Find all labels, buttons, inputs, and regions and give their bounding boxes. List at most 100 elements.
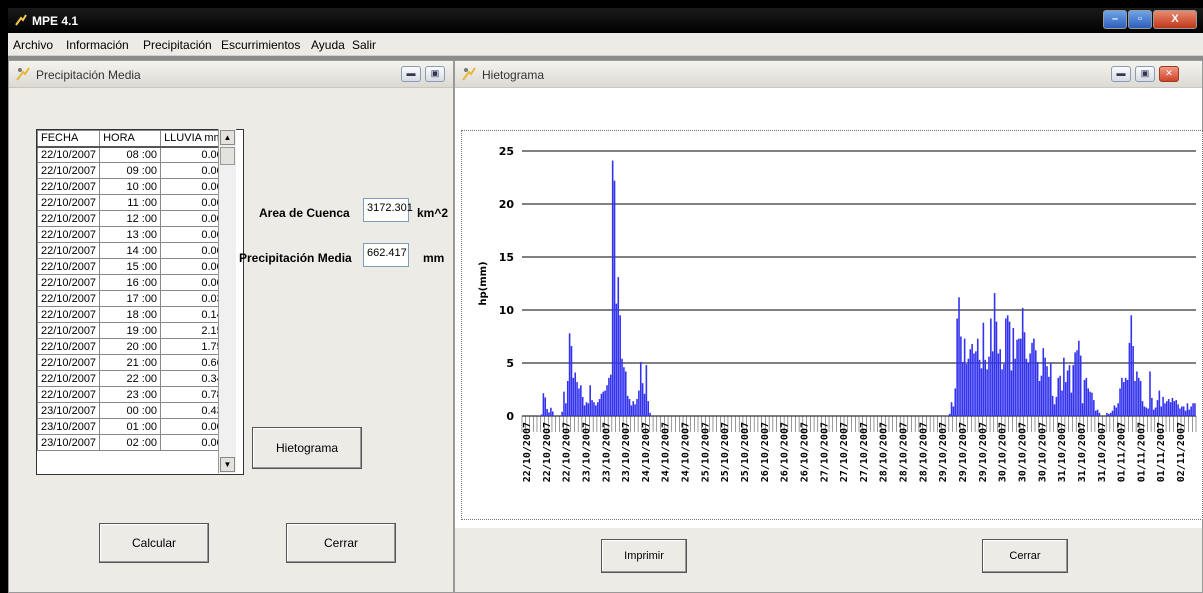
col-fecha[interactable]: FECHA <box>37 130 101 148</box>
table-row[interactable]: 22/10/2007 23 :00 0.78 <box>37 386 227 403</box>
bar <box>1108 413 1110 416</box>
bar <box>1014 358 1016 416</box>
y-tick-label: 0 <box>506 410 514 423</box>
bar <box>550 407 552 416</box>
table-row[interactable]: 22/10/2007 13 :00 0.00 <box>37 226 227 243</box>
menu-escurrimientos[interactable]: Escurrimientos <box>221 38 301 52</box>
minimize-button[interactable]: ▬ <box>401 66 421 82</box>
x-tick-label: 22/10/2007 <box>542 422 553 482</box>
x-tick-label: 25/10/2007 <box>720 422 731 482</box>
table-row[interactable]: 22/10/2007 20 :00 1.75 <box>37 338 227 355</box>
table-row[interactable]: 22/10/2007 22 :00 0.34 <box>37 370 227 387</box>
restore-button[interactable]: ▣ <box>425 66 445 82</box>
bar <box>1147 408 1149 416</box>
cell-hora: 20 :00 <box>99 338 162 355</box>
bar <box>1003 364 1005 416</box>
table-row[interactable]: 23/10/2007 01 :00 0.00 <box>37 418 227 435</box>
bar <box>1139 381 1142 416</box>
bar <box>563 391 565 416</box>
x-tick-label: 25/10/2007 <box>700 422 711 482</box>
table-row[interactable]: 22/10/2007 21 :00 0.66 <box>37 354 227 371</box>
table-row[interactable]: 22/10/2007 18 :00 0.14 <box>37 306 227 323</box>
x-tick-label: 31/10/2007 <box>1057 422 1068 482</box>
minimize-button[interactable]: – <box>1103 10 1127 29</box>
menu-informacion[interactable]: Información <box>66 38 129 52</box>
bar <box>1111 410 1114 416</box>
bar <box>639 361 642 416</box>
table-row[interactable]: 23/10/2007 00 :00 0.43 <box>37 402 227 419</box>
bar <box>1096 409 1099 416</box>
table-row[interactable]: 22/10/2007 09 :00 0.00 <box>37 162 227 179</box>
x-tick-label: 24/10/2007 <box>641 422 652 482</box>
bar <box>1194 403 1196 416</box>
bar <box>967 358 970 416</box>
table-row[interactable]: 22/10/2007 11 :00 0.00 <box>37 194 227 211</box>
cell-fecha: 22/10/2007 <box>37 290 101 307</box>
y-tick-label: 15 <box>499 251 514 264</box>
bar <box>1132 346 1134 416</box>
bar <box>1109 412 1112 416</box>
cell-hora: 23 :00 <box>99 386 162 403</box>
table-row[interactable]: 23/10/2007 02 :00 0.00 <box>37 434 227 451</box>
table-row[interactable]: 22/10/2007 12 :00 0.00 <box>37 210 227 227</box>
table-row[interactable]: 22/10/2007 17 :00 0.03 <box>37 290 227 307</box>
cerrar-button[interactable]: Cerrar <box>286 523 396 563</box>
menu-salir[interactable]: Salir <box>352 38 377 52</box>
bar <box>641 383 644 416</box>
close-icon[interactable]: ✕ <box>1159 66 1179 82</box>
area-field[interactable]: 3172.301 <box>363 198 413 222</box>
menu-ayuda[interactable]: Ayuda <box>311 38 345 52</box>
cell-lluvia: 0.00 <box>160 274 227 291</box>
bar <box>576 382 578 416</box>
bar <box>1081 403 1084 416</box>
minimize-button[interactable]: ▬ <box>1111 66 1131 82</box>
x-tick-label: 23/10/2007 <box>601 422 612 482</box>
scroll-up-icon[interactable]: ▲ <box>220 130 235 145</box>
close-button[interactable]: X <box>1153 10 1197 29</box>
maximize-button[interactable]: ▫ <box>1128 10 1152 29</box>
bar <box>572 377 575 416</box>
bar <box>986 369 988 416</box>
bar <box>1048 376 1050 416</box>
table-scrollbar[interactable]: ▲ ▼ <box>218 129 236 473</box>
maximize-button[interactable]: ▣ <box>1135 66 1155 82</box>
cell-lluvia: 0.78 <box>160 386 227 403</box>
bar <box>1053 404 1056 416</box>
hietograma-button[interactable]: Hietograma <box>252 427 362 469</box>
cell-fecha: 22/10/2007 <box>37 322 101 339</box>
bar <box>608 377 610 416</box>
app-icon <box>15 14 27 26</box>
table-row[interactable]: 22/10/2007 08 :00 0.00 <box>37 146 227 163</box>
bar <box>596 402 599 416</box>
bar <box>1117 403 1119 416</box>
precip-field[interactable]: 662.417 <box>363 243 409 267</box>
table-row[interactable]: 22/10/2007 16 :00 0.00 <box>37 274 227 291</box>
y-tick-label: 10 <box>499 304 515 317</box>
scroll-down-icon[interactable]: ▼ <box>220 457 235 472</box>
bar <box>1173 401 1176 416</box>
menu-precipitacion[interactable]: Precipitación <box>143 38 212 52</box>
scroll-thumb[interactable] <box>220 147 235 165</box>
bar <box>1156 400 1159 416</box>
table-row[interactable]: 22/10/2007 10 :00 0.00 <box>37 178 227 195</box>
calcular-button[interactable]: Calcular <box>99 523 209 563</box>
mdi-area: Precipitación Media ▬ ▣ FECHA HORA LLUVI… <box>8 56 1203 593</box>
bar <box>1098 412 1101 416</box>
bar <box>568 333 571 416</box>
bar <box>623 367 625 416</box>
bar <box>1034 350 1037 416</box>
table-row[interactable]: 22/10/2007 15 :00 0.00 <box>37 258 227 275</box>
table-row[interactable]: 22/10/2007 19 :00 2.15 <box>37 322 227 339</box>
precipitacion-window: Precipitación Media ▬ ▣ FECHA HORA LLUVI… <box>8 60 454 593</box>
menu-archivo[interactable]: Archivo <box>13 38 54 52</box>
bar <box>1029 353 1031 416</box>
table-row[interactable]: 22/10/2007 14 :00 0.00 <box>37 242 227 259</box>
rainfall-table[interactable]: FECHA HORA LLUVIA mm 22/10/2007 08 :00 0.0… <box>36 129 244 475</box>
bar <box>647 401 650 416</box>
x-tick-label: 26/10/2007 <box>800 422 811 482</box>
imprimir-button[interactable]: Imprimir <box>601 539 687 573</box>
col-hora[interactable]: HORA <box>99 130 162 148</box>
bar <box>965 364 968 416</box>
col-lluvia[interactable]: LLUVIA mm <box>160 130 227 148</box>
cerrar-hietograma-button[interactable]: Cerrar <box>982 539 1068 573</box>
